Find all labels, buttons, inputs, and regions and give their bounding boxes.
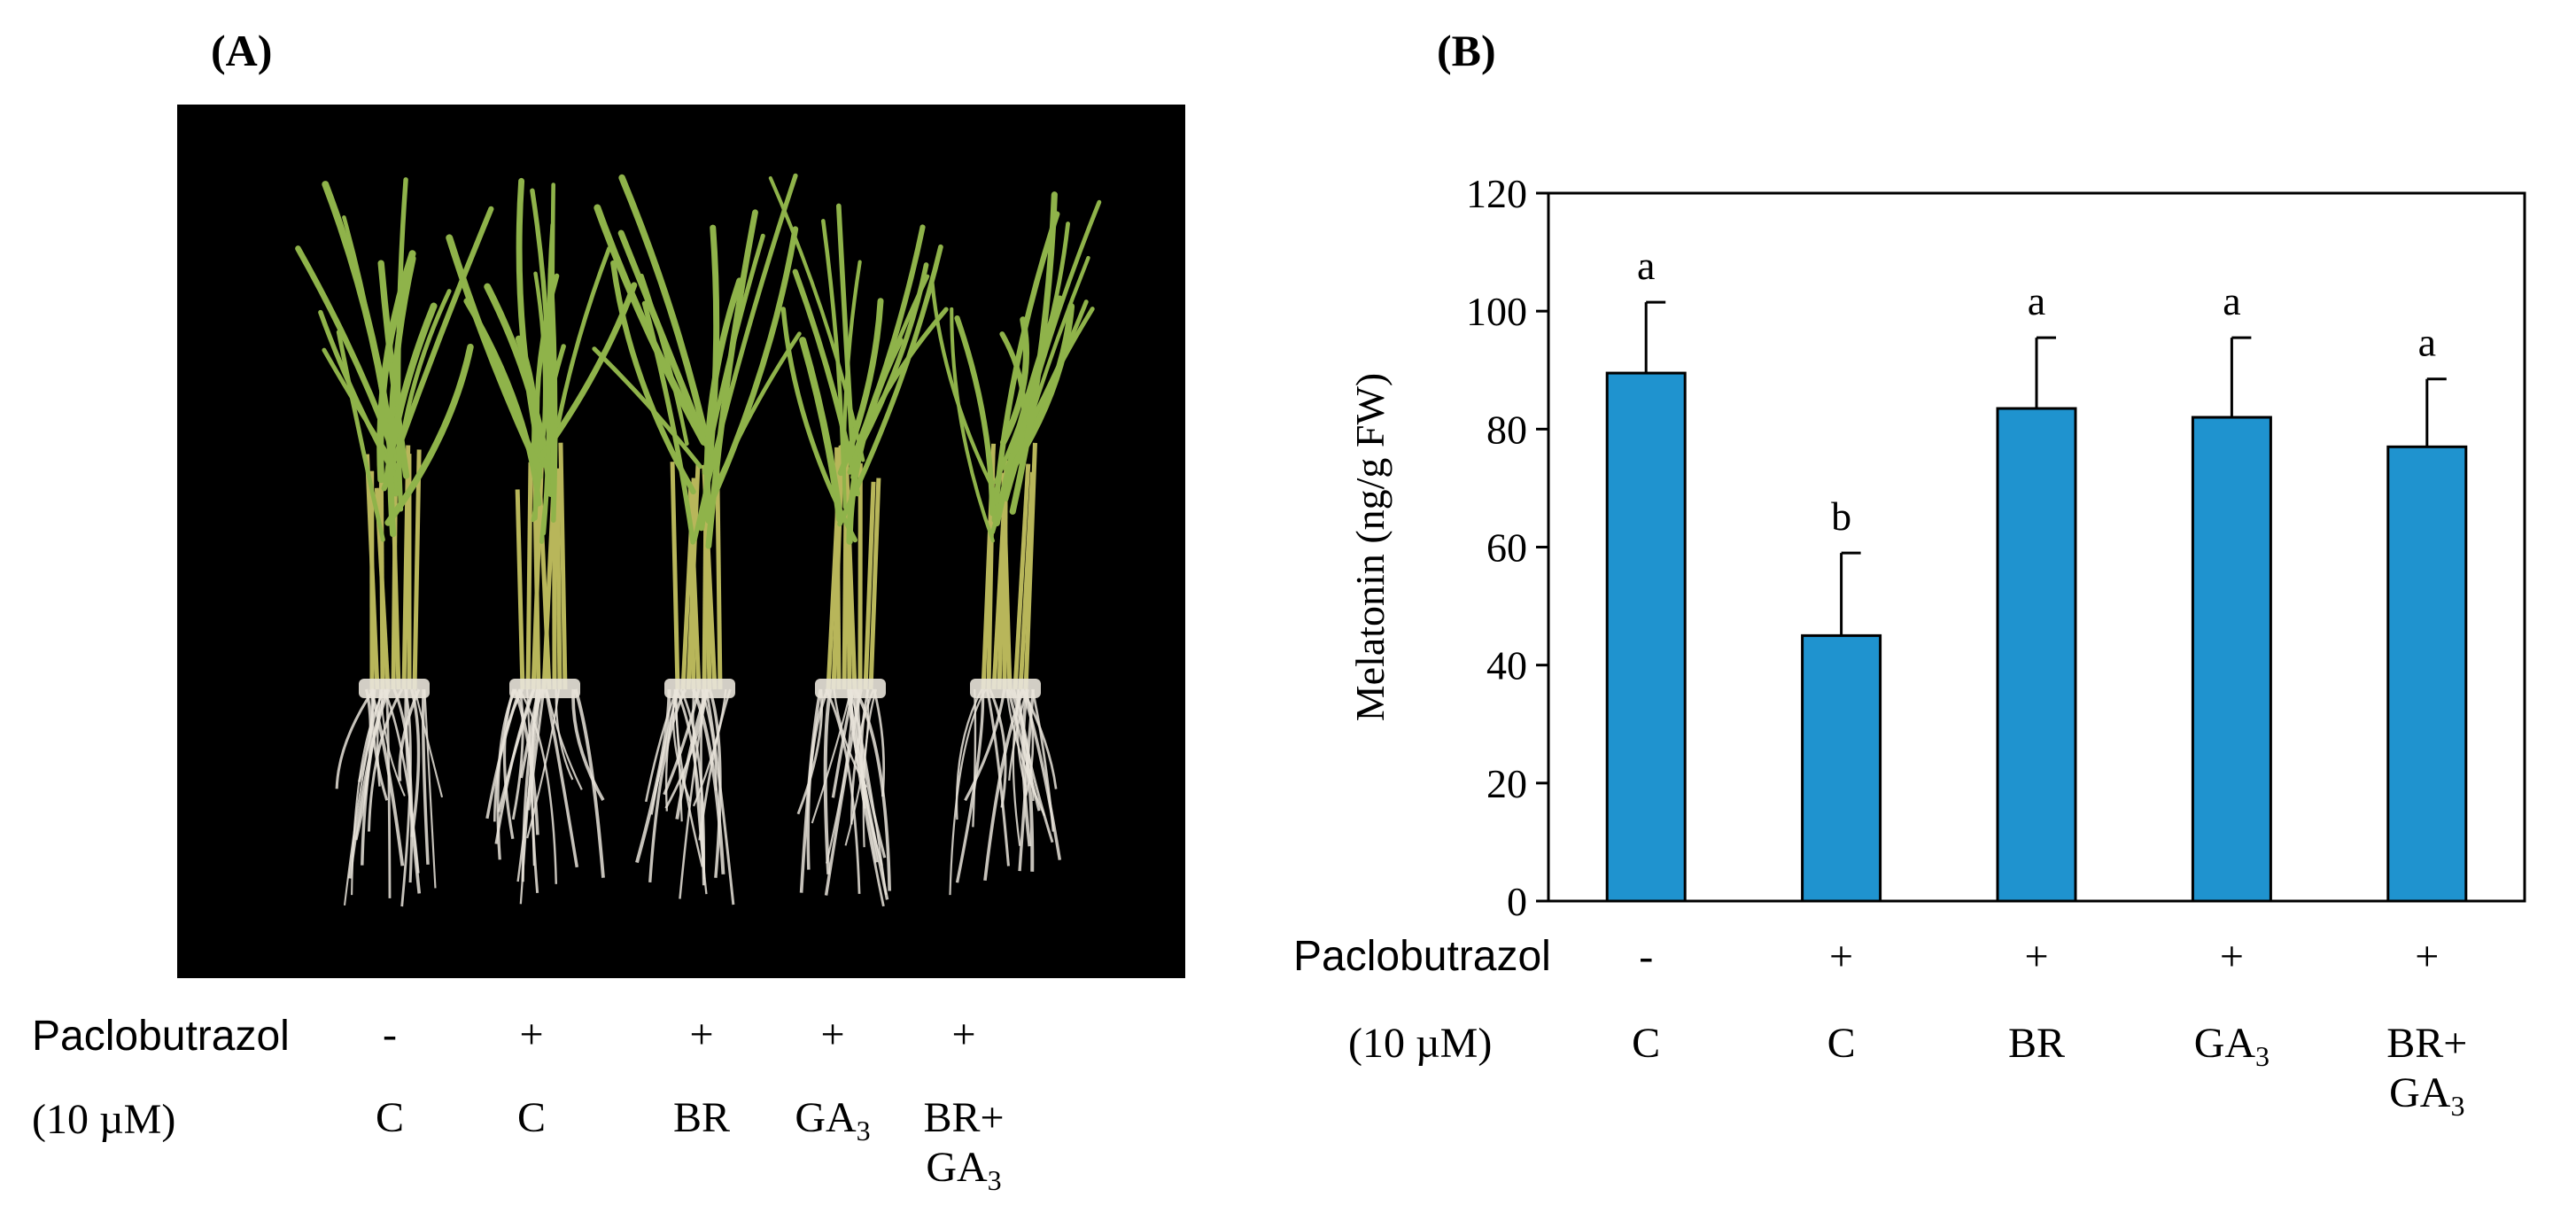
- significance-letter: a: [2418, 320, 2436, 365]
- chart-paclobutrazol-sign: +: [1829, 933, 1854, 980]
- chart-paclobutrazol-sign: +: [2024, 933, 2049, 980]
- photo-paclobutrazol-sign: -: [383, 1011, 397, 1058]
- bar: [1996, 407, 2077, 903]
- significance-letter: a: [2223, 278, 2240, 323]
- bar: [1801, 633, 1882, 903]
- chart-treatment-label: BR: [2007, 1020, 2066, 1067]
- photo-paclobutrazol-label: Paclobutrazol: [32, 1013, 290, 1060]
- chart-paclobutrazol-sign: +: [2219, 933, 2244, 980]
- plant-group: [592, 173, 802, 905]
- photo-treatment-label: GA3: [795, 1094, 871, 1146]
- bar: [1605, 371, 1687, 903]
- bar: [2191, 416, 2272, 903]
- y-axis-label: Melatonin (ng/g FW): [1347, 373, 1393, 722]
- plant-group: [768, 175, 949, 907]
- chart-treatment-label: GA3: [2193, 1020, 2270, 1072]
- y-tick-label: 80: [1486, 407, 1527, 452]
- y-tick-label: 100: [1466, 289, 1527, 334]
- y-tick-label: 0: [1507, 879, 1527, 924]
- photo-treatment-label: C: [375, 1094, 404, 1141]
- photo-paclobutrazol-sign: +: [820, 1011, 845, 1058]
- plant-groups: [295, 173, 1102, 907]
- panel-b-label: (B): [1437, 26, 1496, 75]
- photo-paclobutrazol-sign: +: [951, 1011, 976, 1058]
- chart-paclobutrazol-sign: -: [1639, 933, 1654, 980]
- plant-group: [446, 177, 638, 905]
- photo-concentration-label: (10 µM): [32, 1096, 176, 1143]
- y-tick-label: 20: [1486, 761, 1527, 806]
- photo-treatment-label: BR: [672, 1094, 731, 1141]
- plant-group: [930, 191, 1102, 896]
- significance-letter: a: [2028, 278, 2045, 323]
- significance-letter: b: [1831, 494, 1851, 539]
- plant-photo: [177, 105, 1185, 978]
- photo-paclobutrazol-sign: +: [519, 1011, 544, 1058]
- panel-a-label: (A): [211, 26, 273, 75]
- chart-treatment-label: BR+ GA3: [2386, 1020, 2468, 1122]
- chart-treatment-label: C: [1827, 1020, 1856, 1067]
- y-tick-label: 60: [1486, 525, 1527, 571]
- bar: [2386, 445, 2468, 903]
- chart-paclobutrazol-label: Paclobutrazol: [1293, 933, 1551, 980]
- y-tick-label: 120: [1466, 171, 1527, 216]
- y-tick-label: 40: [1486, 643, 1527, 688]
- photo-paclobutrazol-sign: +: [689, 1011, 714, 1058]
- chart-paclobutrazol-sign: +: [2415, 933, 2440, 980]
- photo-treatment-label: BR+ GA3: [923, 1094, 1005, 1196]
- chart-concentration-label: (10 µM): [1348, 1020, 1493, 1067]
- plant-group: [295, 177, 494, 907]
- significance-letter: a: [1637, 243, 1655, 288]
- photo-treatment-label: C: [516, 1094, 546, 1141]
- chart-treatment-label: C: [1632, 1020, 1661, 1067]
